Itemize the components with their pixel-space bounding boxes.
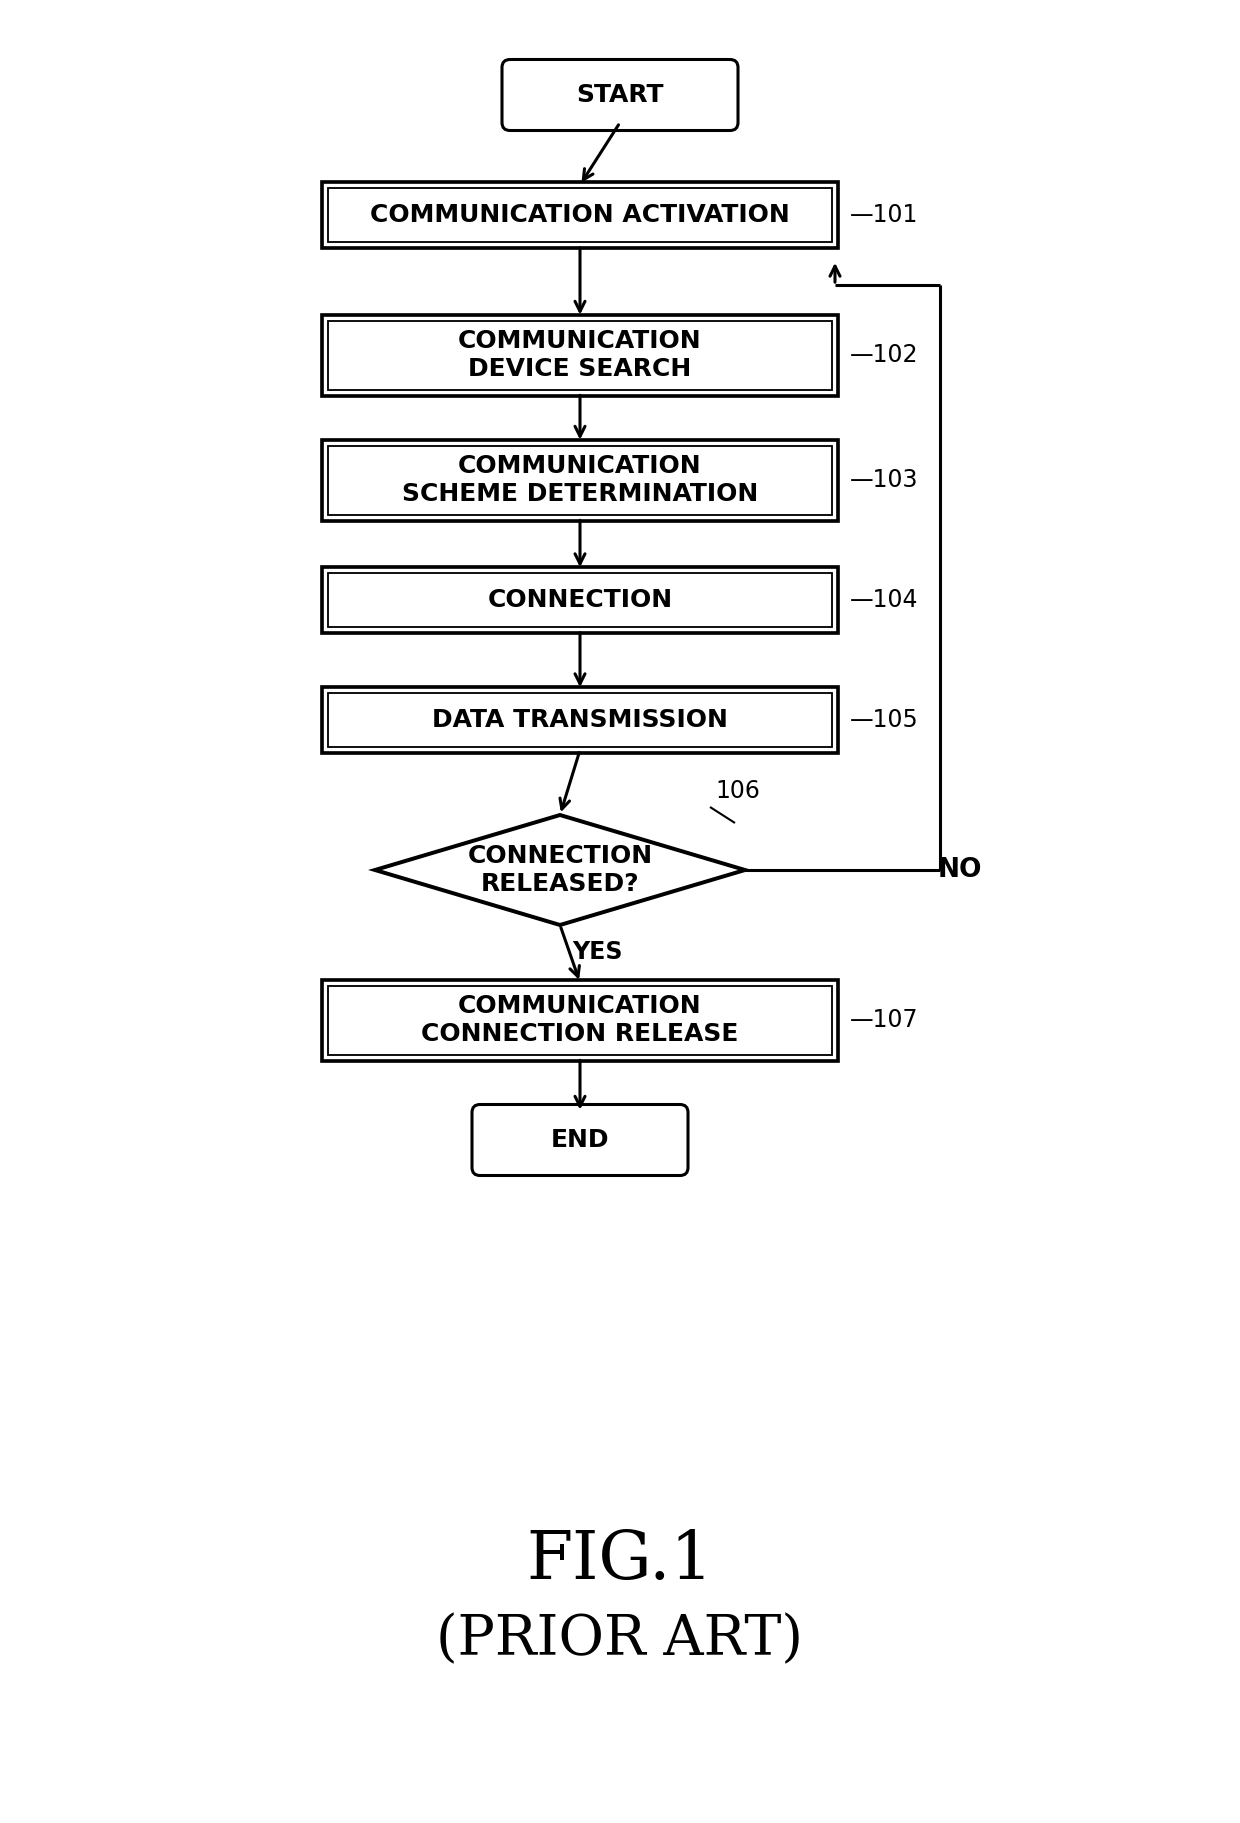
Text: —101: —101	[849, 202, 919, 228]
Text: DATA TRANSMISSION: DATA TRANSMISSION	[432, 707, 728, 733]
Text: (PRIOR ART): (PRIOR ART)	[436, 1613, 804, 1668]
Text: COMMUNICATION ACTIVATION: COMMUNICATION ACTIVATION	[370, 202, 790, 228]
Polygon shape	[374, 815, 745, 924]
Bar	[329, 321, 832, 390]
Text: —103: —103	[849, 469, 919, 492]
Bar	[329, 188, 832, 242]
Text: —104: —104	[849, 589, 919, 613]
Bar	[329, 986, 832, 1054]
Text: YES: YES	[572, 941, 622, 964]
Text: —105: —105	[849, 707, 919, 733]
Bar	[322, 567, 838, 633]
Text: COMMUNICATION
SCHEME DETERMINATION: COMMUNICATION SCHEME DETERMINATION	[402, 454, 758, 507]
Text: START: START	[577, 84, 663, 108]
Bar	[329, 445, 832, 514]
Bar	[329, 693, 832, 747]
Bar	[329, 572, 832, 627]
Bar	[322, 439, 838, 521]
FancyBboxPatch shape	[472, 1105, 688, 1176]
Bar	[322, 315, 838, 396]
Text: NO: NO	[937, 857, 982, 882]
Text: CONNECTION
RELEASED?: CONNECTION RELEASED?	[467, 844, 652, 895]
Bar	[322, 182, 838, 248]
Bar	[322, 687, 838, 753]
Bar	[322, 979, 838, 1061]
Text: FIG.1: FIG.1	[527, 1528, 713, 1593]
Text: —102: —102	[849, 343, 919, 366]
Text: COMMUNICATION
DEVICE SEARCH: COMMUNICATION DEVICE SEARCH	[459, 330, 702, 381]
Text: —107: —107	[849, 1008, 919, 1032]
Text: CONNECTION: CONNECTION	[487, 589, 672, 613]
FancyBboxPatch shape	[502, 60, 738, 131]
Text: END: END	[551, 1128, 609, 1152]
Text: COMMUNICATION
CONNECTION RELEASE: COMMUNICATION CONNECTION RELEASE	[422, 994, 739, 1046]
Text: 106: 106	[715, 778, 760, 802]
